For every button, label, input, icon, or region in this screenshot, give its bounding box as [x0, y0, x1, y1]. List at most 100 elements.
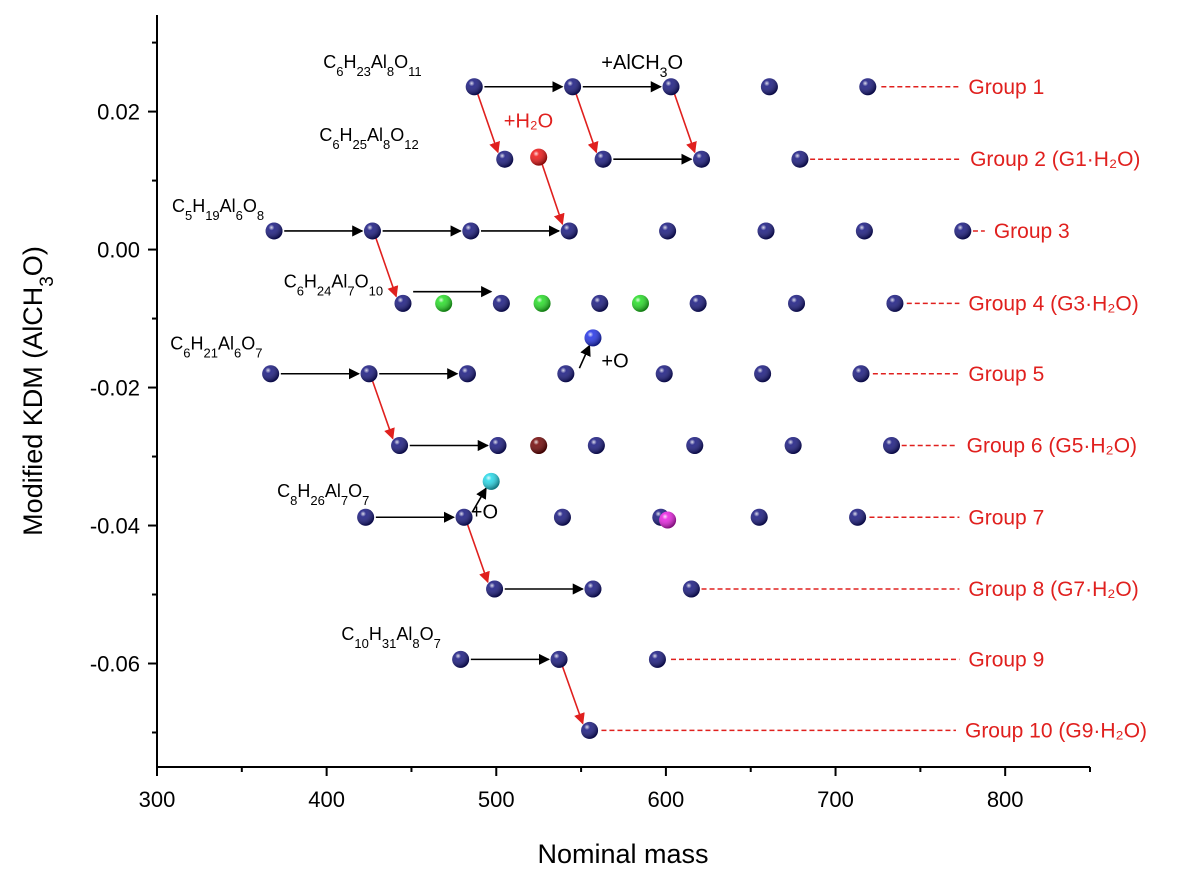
y-axis-title: Modified KDM (AlCH3O) — [18, 246, 58, 536]
group-label: Group 5 — [968, 363, 1044, 386]
point-shading — [482, 472, 500, 490]
data-point — [886, 294, 904, 312]
red-arrow — [466, 523, 490, 584]
data-point — [883, 437, 901, 455]
x-axis-title: Nominal mass — [537, 839, 708, 869]
data-point — [682, 580, 700, 598]
point-shading — [462, 222, 480, 240]
point-shading — [757, 222, 775, 240]
point-shading — [655, 365, 673, 383]
point-shading — [659, 511, 677, 529]
point-shading — [363, 222, 381, 240]
red-arrow — [375, 237, 399, 298]
data-point — [791, 150, 809, 168]
data-point — [560, 222, 578, 240]
data-point — [954, 222, 972, 240]
red-arrow — [476, 93, 500, 154]
data-point — [455, 508, 473, 526]
data-point — [655, 365, 673, 383]
highlight-point — [435, 294, 453, 312]
y-tick-label: 0.00 — [97, 238, 140, 263]
point-shading — [581, 721, 599, 739]
data-point — [553, 508, 571, 526]
x-tick-label: 300 — [139, 787, 176, 812]
point-shading — [689, 294, 707, 312]
point-shading — [262, 365, 280, 383]
point-shading — [849, 508, 867, 526]
axes — [156, 15, 1090, 768]
data-point — [581, 721, 599, 739]
point-shading — [455, 508, 473, 526]
point-shading — [754, 365, 772, 383]
data-point — [458, 365, 476, 383]
highlight-point — [530, 148, 548, 166]
data-point — [492, 294, 510, 312]
highlight-point — [533, 294, 551, 312]
data-point — [859, 78, 877, 96]
data-point — [852, 365, 870, 383]
red-arrow — [673, 93, 697, 154]
x-tick-label: 800 — [987, 787, 1024, 812]
label-layer: Group 1 Group 2 (G1·H₂O) Group 3 Group 4 (G… — [170, 52, 1147, 743]
highlight-point — [530, 437, 548, 455]
formula-label: C6H24Al7O10 — [284, 271, 383, 298]
y-tick-label: -0.04 — [90, 514, 140, 539]
group-label: Group 1 — [968, 76, 1044, 99]
point-shading — [693, 150, 711, 168]
formula-label: C8H26Al7O7 — [277, 481, 369, 508]
point-shading — [465, 78, 483, 96]
data-point — [489, 437, 507, 455]
highlight-point — [631, 294, 649, 312]
data-point — [662, 78, 680, 96]
point-shading — [394, 294, 412, 312]
group-label: Group 2 (G1·H₂O) — [970, 148, 1140, 171]
x-tick-label: 600 — [648, 787, 685, 812]
point-shading — [452, 650, 470, 668]
point-shading — [489, 437, 507, 455]
point-shading — [886, 294, 904, 312]
point-shading — [760, 78, 778, 96]
data-point — [496, 150, 514, 168]
point-shading — [553, 508, 571, 526]
point-shading — [496, 150, 514, 168]
point-shading — [265, 222, 283, 240]
point-shading — [587, 437, 605, 455]
data-point — [262, 365, 280, 383]
point-shading — [859, 78, 877, 96]
point-shading — [954, 222, 972, 240]
data-point — [754, 365, 772, 383]
data-point — [659, 222, 677, 240]
data-point — [689, 294, 707, 312]
data-point — [648, 650, 666, 668]
point-layer — [262, 78, 972, 739]
annotation-plus-o-2: +O — [471, 502, 498, 524]
y-tick-label: -0.02 — [90, 376, 140, 401]
data-point — [363, 222, 381, 240]
point-shading — [360, 365, 378, 383]
data-point — [591, 294, 609, 312]
data-point — [564, 78, 582, 96]
x-tick-label: 400 — [308, 787, 345, 812]
point-shading — [357, 508, 375, 526]
point-shading — [530, 148, 548, 166]
black-arrow — [471, 487, 487, 513]
formula-label: C6H25Al8O12 — [319, 125, 418, 152]
group-label: Group 10 (G9·H₂O) — [965, 719, 1147, 742]
group-connector-layer — [601, 86, 985, 732]
point-shading — [648, 650, 666, 668]
data-point — [584, 580, 602, 598]
formula-label: C6H21Al6O7 — [170, 333, 262, 360]
black-arrow — [578, 344, 591, 369]
group-label: Group 6 (G5·H₂O) — [967, 435, 1137, 458]
point-shading — [682, 580, 700, 598]
tick-layer: 300 400 500 600 700 800 -0.06 -0.04 -0.02 0.00 0.0… — [90, 41, 1091, 812]
point-shading — [784, 437, 802, 455]
group-label: Group 9 — [968, 648, 1044, 671]
x-tick-label: 700 — [817, 787, 854, 812]
group-label: Group 8 (G7·H₂O) — [968, 578, 1138, 601]
point-shading — [594, 150, 612, 168]
red-arrow — [561, 666, 585, 725]
point-shading — [788, 294, 806, 312]
point-shading — [560, 222, 578, 240]
data-point — [784, 437, 802, 455]
